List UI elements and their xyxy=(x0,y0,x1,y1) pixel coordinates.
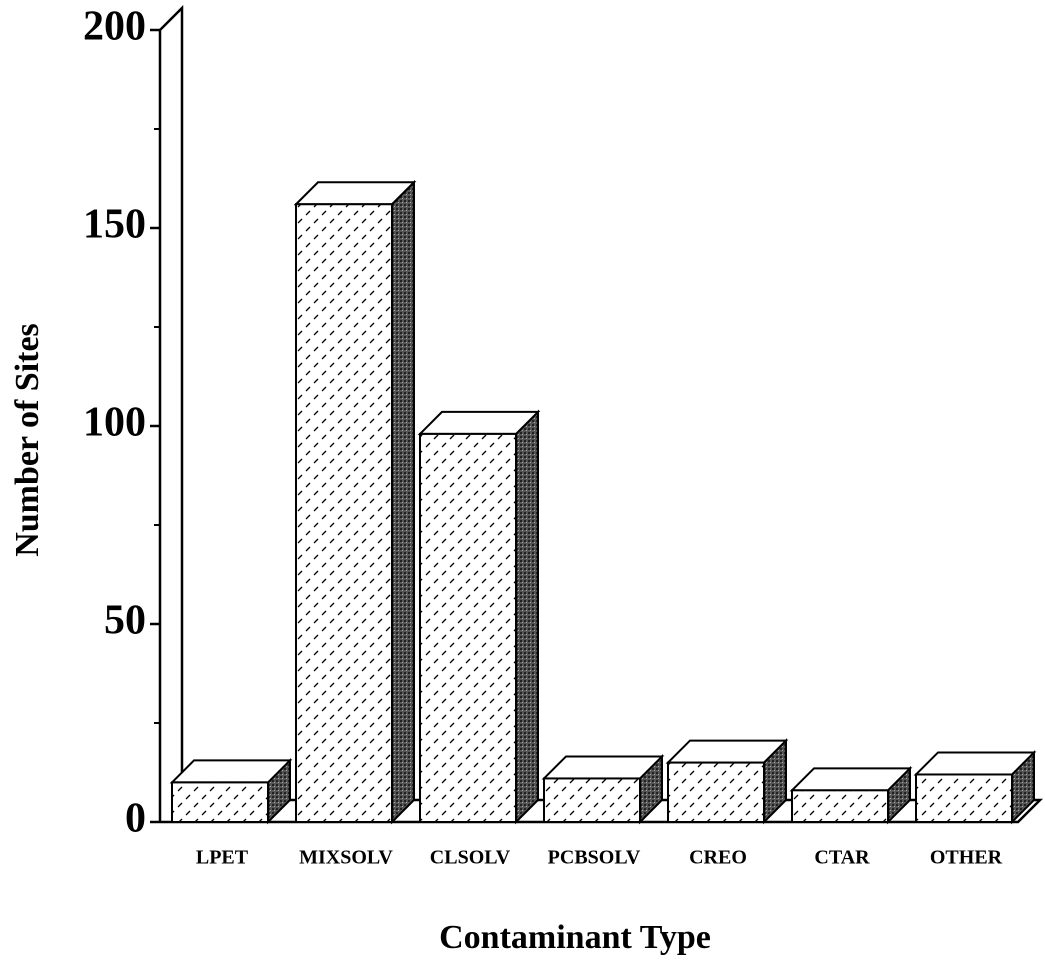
x-axis-title: Contaminant Type xyxy=(439,919,711,956)
x-tick-label: CLSOLV xyxy=(430,847,511,869)
bar-top xyxy=(541,755,665,780)
bar xyxy=(417,409,541,825)
y-tick-label: 50 xyxy=(104,598,146,644)
bar-top xyxy=(665,739,789,764)
x-tick-label: CTAR xyxy=(814,847,870,869)
x-tick-label: MIXSOLV xyxy=(299,847,393,869)
bar-top xyxy=(789,767,913,792)
bar-front xyxy=(295,203,393,824)
bar-top xyxy=(293,181,417,206)
bar-top xyxy=(169,759,293,784)
bar-front xyxy=(791,789,889,824)
bar xyxy=(293,179,417,825)
back-wall xyxy=(158,4,184,822)
y-tick-label: 200 xyxy=(83,4,146,50)
x-tick-label: LPET xyxy=(196,847,249,869)
bar xyxy=(789,765,913,825)
x-tick-label: CREO xyxy=(689,847,747,869)
bar-side xyxy=(515,409,539,825)
y-tick-label: 0 xyxy=(125,796,146,842)
bar-front xyxy=(543,777,641,824)
y-tick-label: 150 xyxy=(83,202,146,248)
bar-front xyxy=(419,432,517,823)
bar xyxy=(169,757,293,825)
bar-front xyxy=(915,773,1013,823)
x-tick-label: OTHER xyxy=(930,847,1003,869)
y-tick-label: 100 xyxy=(83,400,146,446)
bar-front xyxy=(171,781,269,824)
bar xyxy=(913,750,1037,825)
bar xyxy=(665,738,789,825)
x-tick-label: PCBSOLV xyxy=(548,847,641,869)
bar xyxy=(541,754,665,825)
axis-frame xyxy=(158,4,1044,824)
bar-side xyxy=(391,179,415,825)
y-axis-title: Number of Sites xyxy=(9,323,46,557)
bar-front xyxy=(667,761,765,823)
bar-top xyxy=(417,410,541,435)
bar-top xyxy=(913,751,1037,776)
